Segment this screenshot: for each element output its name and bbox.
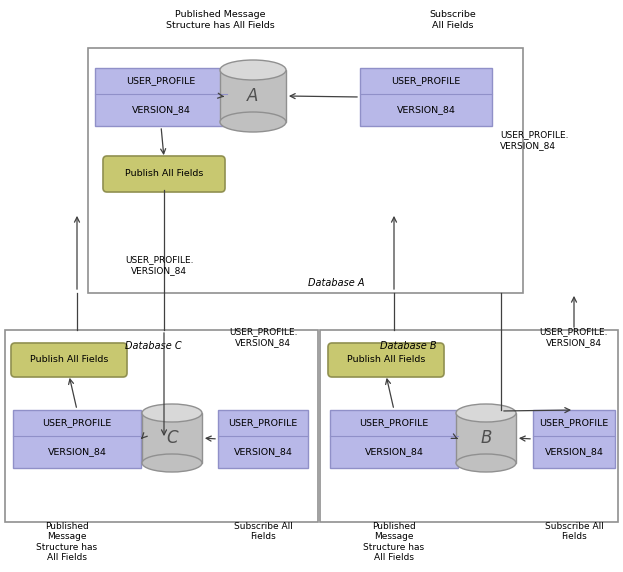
Bar <box>533 410 615 468</box>
Text: USER_PROFILE.
VERSION_84: USER_PROFILE. VERSION_84 <box>540 327 608 347</box>
Text: Published Message
Structure has All Fields: Published Message Structure has All Fiel… <box>166 10 274 30</box>
Bar <box>220 70 286 122</box>
Text: Publish All Fields: Publish All Fields <box>347 356 425 364</box>
FancyBboxPatch shape <box>103 156 225 192</box>
Text: VERSION_84: VERSION_84 <box>131 105 191 114</box>
Bar <box>330 410 458 468</box>
Bar <box>5 330 318 522</box>
Text: Published
Message
Structure has
All Fields: Published Message Structure has All Fiel… <box>36 522 98 562</box>
Bar <box>320 330 618 522</box>
Bar <box>360 68 492 126</box>
Bar <box>456 413 516 463</box>
Text: Database A: Database A <box>308 278 364 288</box>
Text: Published
Message
Structure has
All Fields: Published Message Structure has All Fiel… <box>363 522 424 562</box>
Text: VERSION_84: VERSION_84 <box>364 447 424 456</box>
Bar <box>142 413 202 463</box>
Text: VERSION_84: VERSION_84 <box>545 447 604 456</box>
Text: Subscribe All
Fields: Subscribe All Fields <box>234 522 292 542</box>
Bar <box>88 48 523 293</box>
Ellipse shape <box>456 454 516 472</box>
Ellipse shape <box>142 404 202 422</box>
Text: USER_PROFILE: USER_PROFILE <box>540 418 609 427</box>
Text: Database B: Database B <box>380 341 437 351</box>
Text: C: C <box>166 429 178 447</box>
Text: USER_PROFILE: USER_PROFILE <box>42 418 112 427</box>
Text: USER_PROFILE: USER_PROFILE <box>359 418 429 427</box>
Text: USER_PROFILE.
VERSION_84: USER_PROFILE. VERSION_84 <box>125 255 193 275</box>
Text: Publish All Fields: Publish All Fields <box>30 356 108 364</box>
Bar <box>218 410 308 468</box>
Text: B: B <box>480 429 492 447</box>
FancyBboxPatch shape <box>328 343 444 377</box>
Text: USER_PROFILE: USER_PROFILE <box>391 76 460 85</box>
Text: USER_PROFILE: USER_PROFILE <box>126 76 196 85</box>
Text: Database C: Database C <box>125 341 182 351</box>
Text: USER_PROFILE.
VERSION_84: USER_PROFILE. VERSION_84 <box>229 327 297 347</box>
Text: Subscribe
All Fields: Subscribe All Fields <box>430 10 477 30</box>
Ellipse shape <box>220 60 286 80</box>
FancyBboxPatch shape <box>11 343 127 377</box>
Text: USER_PROFILE: USER_PROFILE <box>229 418 298 427</box>
Ellipse shape <box>456 404 516 422</box>
Bar <box>95 68 227 126</box>
Text: Subscribe All
Fields: Subscribe All Fields <box>545 522 604 542</box>
Text: VERSION_84: VERSION_84 <box>397 105 455 114</box>
Text: A: A <box>247 87 259 105</box>
Ellipse shape <box>220 112 286 132</box>
Text: VERSION_84: VERSION_84 <box>234 447 292 456</box>
Text: VERSION_84: VERSION_84 <box>47 447 107 456</box>
Ellipse shape <box>142 454 202 472</box>
Bar <box>13 410 141 468</box>
Text: Publish All Fields: Publish All Fields <box>125 169 203 178</box>
Text: USER_PROFILE.
VERSION_84: USER_PROFILE. VERSION_84 <box>500 130 569 150</box>
